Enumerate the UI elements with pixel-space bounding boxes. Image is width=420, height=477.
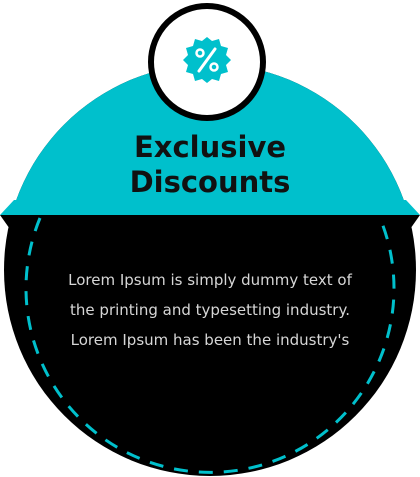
- card-title: Exclusive Discounts: [40, 130, 380, 200]
- card-cap-edge: [0, 200, 420, 215]
- card-top-cap: [11, 64, 409, 215]
- title-line-1: Exclusive: [133, 130, 287, 164]
- right-notch: [406, 215, 420, 232]
- dashed-border-arc: [24, 217, 396, 474]
- title-line-2: Discounts: [129, 165, 291, 199]
- card-description: Lorem Ipsum is simply dummy text of the …: [68, 271, 352, 349]
- left-notch: [0, 215, 14, 232]
- percent-badge-icon: [183, 37, 231, 83]
